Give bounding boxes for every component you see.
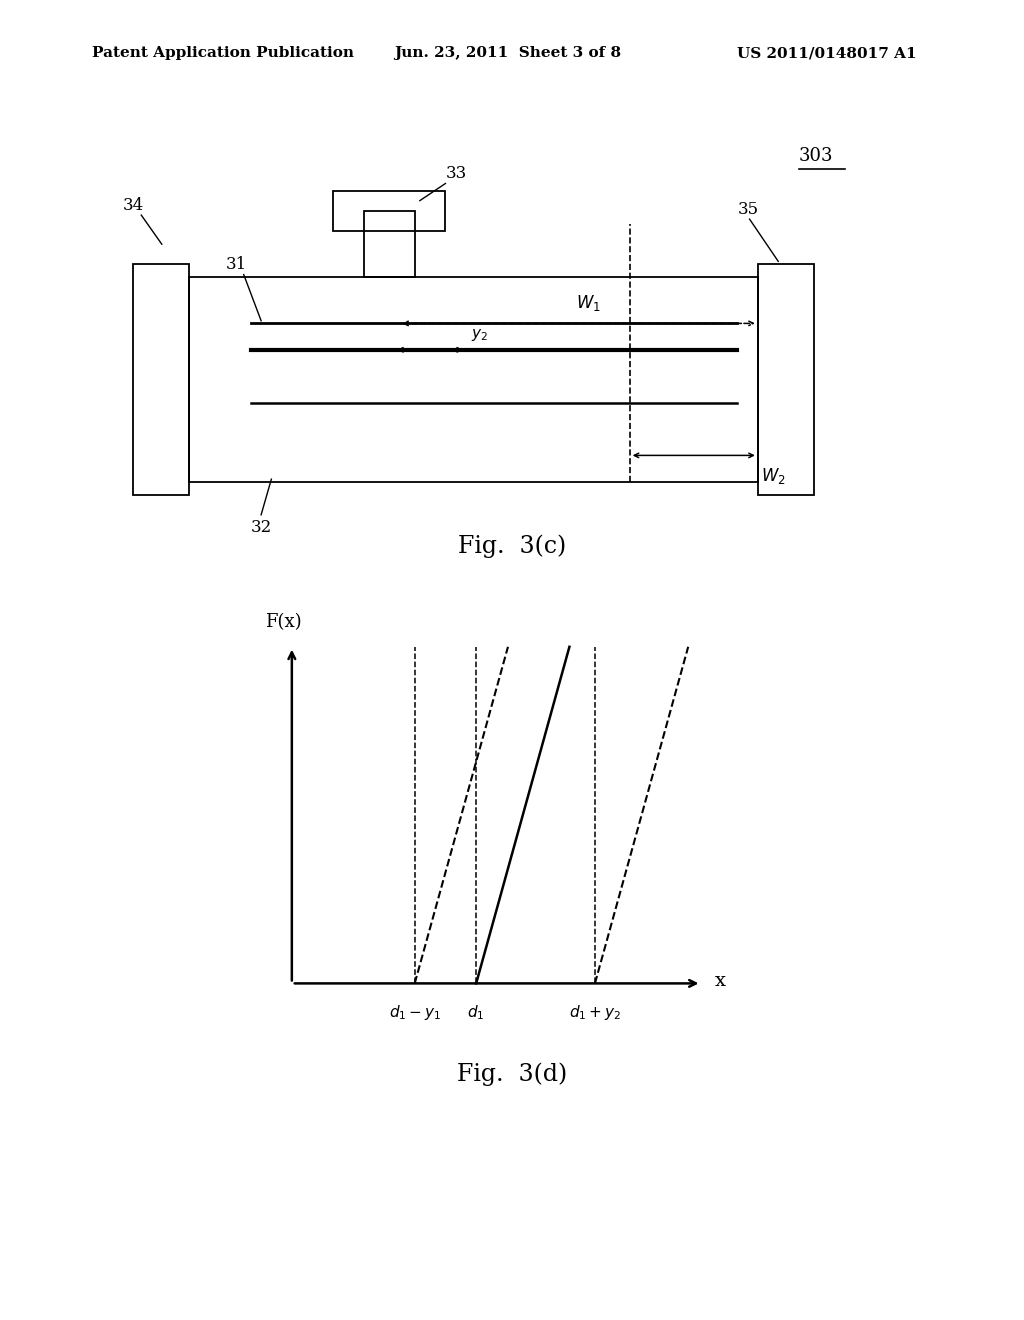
Text: $y_2$: $y_2$ [471, 327, 488, 343]
Text: x: x [715, 972, 726, 990]
Text: $W_1$: $W_1$ [577, 293, 601, 313]
Text: Jun. 23, 2011  Sheet 3 of 8: Jun. 23, 2011 Sheet 3 of 8 [394, 46, 622, 61]
Text: $d_1-y_1$: $d_1-y_1$ [388, 1003, 441, 1022]
Text: 34: 34 [123, 197, 144, 214]
Bar [189, 277, 758, 482]
Bar [364, 211, 415, 277]
Text: 35: 35 [737, 201, 759, 218]
Bar [133, 264, 189, 495]
Text: 33: 33 [445, 165, 467, 182]
Bar [333, 191, 445, 231]
Text: F(x): F(x) [265, 612, 302, 631]
Text: 32: 32 [251, 519, 272, 536]
Text: $d_1$: $d_1$ [468, 1003, 484, 1022]
Text: Fig.  3(d): Fig. 3(d) [457, 1063, 567, 1086]
Text: $W_2$: $W_2$ [761, 466, 785, 486]
Text: 31: 31 [225, 256, 247, 273]
Text: Patent Application Publication: Patent Application Publication [92, 46, 354, 61]
Bar [758, 264, 814, 495]
Text: $d_1+y_2$: $d_1+y_2$ [568, 1003, 622, 1022]
Text: US 2011/0148017 A1: US 2011/0148017 A1 [737, 46, 916, 61]
Text: Fig.  3(c): Fig. 3(c) [458, 535, 566, 558]
Text: 303: 303 [799, 147, 834, 165]
